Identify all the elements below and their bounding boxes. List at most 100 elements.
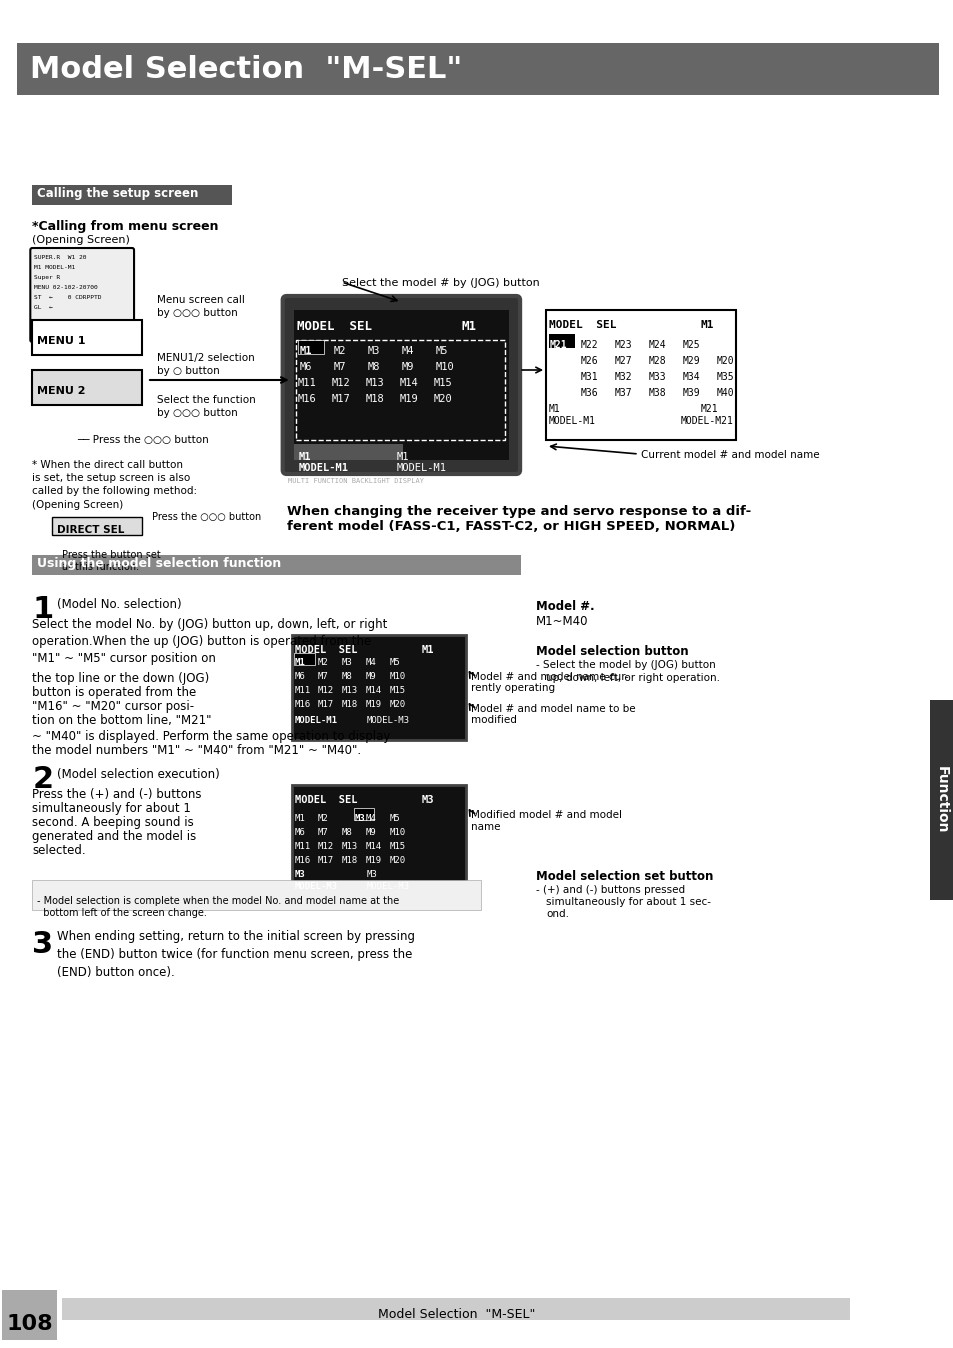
Text: M9: M9: [365, 673, 375, 681]
Bar: [17, 43, 938, 94]
Text: ── Press the ○○○ button: ── Press the ○○○ button: [77, 435, 209, 445]
Text: M12: M12: [317, 842, 334, 851]
Text: Model Selection  "M-SEL": Model Selection "M-SEL": [377, 1308, 535, 1321]
Text: Using the model selection function: Using the model selection function: [37, 558, 281, 570]
Text: M34: M34: [682, 372, 700, 381]
Text: M25: M25: [682, 340, 700, 350]
Text: by ○○○ button: by ○○○ button: [157, 408, 237, 418]
Bar: [548, 334, 575, 348]
Text: Modified model # and model: Modified model # and model: [471, 810, 621, 820]
Text: M26: M26: [580, 356, 598, 367]
Text: simultaneously for about 1: simultaneously for about 1: [32, 802, 191, 816]
Text: M20: M20: [389, 856, 405, 865]
Bar: [3, 1290, 57, 1340]
Text: M3: M3: [366, 869, 376, 879]
Bar: [32, 319, 142, 355]
Text: MODEL-M1: MODEL-M1: [396, 462, 446, 473]
Bar: [294, 652, 314, 665]
Text: M14: M14: [399, 377, 417, 388]
Text: M18: M18: [341, 700, 357, 709]
Bar: [297, 340, 323, 355]
Text: Select the model No. by (JOG) button up, down, left, or right
operation.When the: Select the model No. by (JOG) button up,…: [32, 617, 387, 665]
Text: MODEL  SEL: MODEL SEL: [294, 644, 356, 655]
Text: * When the direct call button: * When the direct call button: [32, 460, 183, 470]
Text: is set, the setup screen is also: is set, the setup screen is also: [32, 473, 191, 483]
Text: Model # and model name cur-: Model # and model name cur-: [471, 673, 628, 682]
Text: MODEL  SEL: MODEL SEL: [296, 319, 372, 333]
Text: - Model selection is complete when the model No. and model name at the: - Model selection is complete when the m…: [37, 896, 399, 906]
Text: GL  ←: GL ←: [34, 305, 53, 310]
Bar: [52, 518, 142, 535]
Text: Function: Function: [934, 766, 948, 834]
Text: Model # and model name to be: Model # and model name to be: [471, 704, 635, 714]
Text: When ending setting, return to the initial screen by pressing
the (END) button t: When ending setting, return to the initi…: [57, 930, 415, 979]
Text: M12: M12: [332, 377, 350, 388]
Text: up, down, left, or right operation.: up, down, left, or right operation.: [545, 673, 720, 683]
Text: M19: M19: [365, 700, 381, 709]
Text: M7: M7: [317, 673, 328, 681]
Text: MODEL-M21: MODEL-M21: [680, 417, 733, 426]
Text: M32: M32: [614, 372, 632, 381]
Bar: [295, 340, 504, 439]
Text: M22: M22: [580, 340, 598, 350]
Text: M23: M23: [614, 340, 632, 350]
Text: M10: M10: [389, 828, 405, 837]
Text: 108: 108: [6, 1314, 52, 1335]
Bar: [32, 369, 142, 404]
Text: M27: M27: [614, 356, 632, 367]
Text: M7: M7: [317, 828, 328, 837]
Text: M11: M11: [297, 377, 316, 388]
Text: Press the button set: Press the button set: [62, 550, 161, 559]
Text: M1: M1: [396, 452, 409, 462]
Text: MODEL  SEL: MODEL SEL: [548, 319, 616, 330]
Text: M8: M8: [341, 673, 352, 681]
Text: Menu screen call: Menu screen call: [157, 295, 245, 305]
Text: SUPER.R  W1 20: SUPER.R W1 20: [34, 255, 87, 260]
Text: MODEL-M1: MODEL-M1: [294, 716, 337, 725]
Text: M5: M5: [389, 658, 399, 667]
Text: M2: M2: [317, 658, 328, 667]
Text: M15: M15: [389, 842, 405, 851]
Text: M1: M1: [700, 319, 714, 330]
Text: MODEL-M1: MODEL-M1: [298, 462, 348, 473]
Text: M1: M1: [298, 452, 311, 462]
Text: M9: M9: [401, 363, 414, 372]
Text: MENU1/2 selection: MENU1/2 selection: [157, 353, 254, 363]
Text: tion on the bottom line, "M21": tion on the bottom line, "M21": [32, 714, 212, 727]
Text: M13: M13: [341, 686, 357, 696]
Text: Model selection set button: Model selection set button: [536, 869, 713, 883]
Text: M14: M14: [365, 842, 381, 851]
Text: M2: M2: [317, 814, 328, 824]
Text: M17: M17: [317, 700, 334, 709]
Text: M24: M24: [648, 340, 666, 350]
Text: MODEL-M3: MODEL-M3: [294, 882, 337, 891]
Text: called by the following method:: called by the following method:: [32, 487, 197, 496]
Text: M18: M18: [341, 856, 357, 865]
Text: at this function.: at this function.: [62, 562, 139, 572]
Text: bottom left of the screen change.: bottom left of the screen change.: [37, 909, 207, 918]
Text: M29: M29: [682, 356, 700, 367]
Text: Current model # and model name: Current model # and model name: [640, 450, 819, 460]
Text: M6: M6: [299, 363, 312, 372]
FancyBboxPatch shape: [30, 248, 134, 342]
Text: M5: M5: [435, 346, 447, 356]
Text: M20: M20: [389, 700, 405, 709]
Text: M19: M19: [399, 394, 417, 404]
Text: 1: 1: [32, 594, 53, 624]
Text: M12: M12: [317, 686, 334, 696]
Text: M1: M1: [460, 319, 476, 333]
Text: Model Selection  "M-SEL": Model Selection "M-SEL": [30, 54, 462, 84]
Text: M1~M40: M1~M40: [536, 615, 588, 628]
Text: by ○○○ button: by ○○○ button: [157, 307, 237, 318]
Text: M16: M16: [294, 700, 311, 709]
Text: M4: M4: [401, 346, 414, 356]
Bar: [32, 185, 232, 205]
Text: Select the function: Select the function: [157, 395, 255, 404]
Text: M18: M18: [365, 394, 384, 404]
Bar: [354, 807, 375, 820]
Text: M36: M36: [580, 388, 598, 398]
Bar: [292, 635, 466, 740]
Text: M4: M4: [365, 658, 375, 667]
Text: M3: M3: [367, 346, 379, 356]
Text: M17: M17: [332, 394, 350, 404]
